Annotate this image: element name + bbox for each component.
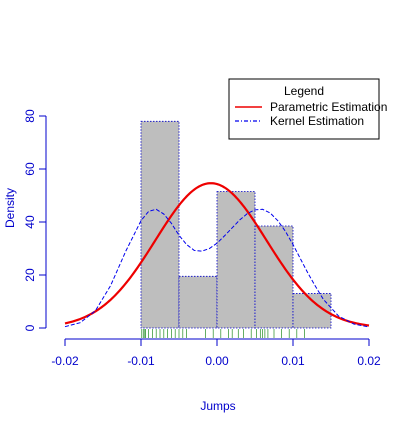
y-tick-label-0: 0 — [23, 324, 37, 331]
density-curves — [64, 182, 370, 328]
y-axis-label: Density — [3, 188, 17, 228]
histogram-bar-2 — [216, 191, 256, 329]
histogram-bar-0 — [140, 120, 180, 329]
kernel-estimation-line — [64, 208, 370, 328]
rug-marks — [141, 329, 305, 338]
x-tick-label-1: -0.01 — [127, 354, 155, 368]
histogram-bar-1 — [178, 275, 218, 329]
legend-title: Legend — [284, 84, 324, 98]
legend-label-kernel: Kernel Estimation — [270, 114, 364, 128]
y-tick-label-3: 60 — [23, 162, 37, 176]
legend-box — [228, 78, 380, 140]
y-tick-label-1: 20 — [23, 268, 37, 282]
legend: Legend Parametric Estimation Kernel Esti… — [228, 78, 387, 140]
axes: -0.02 -0.01 0.00 0.01 0.02 0 20 40 60 80 — [23, 109, 381, 368]
x-tick-label-0: -0.02 — [51, 354, 79, 368]
legend-label-parametric: Parametric Estimation — [270, 100, 387, 114]
x-tick-label-4: 0.02 — [357, 354, 381, 368]
x-tick-label-2: 0.00 — [205, 354, 229, 368]
x-tick-label-3: 0.01 — [281, 354, 305, 368]
parametric-estimation-line — [64, 182, 370, 327]
histogram-bars — [140, 120, 332, 329]
y-tick-label-2: 40 — [23, 215, 37, 229]
histogram-bar-3 — [254, 225, 294, 329]
x-axis-label: Jumps — [200, 399, 235, 413]
y-tick-label-4: 80 — [23, 109, 37, 123]
